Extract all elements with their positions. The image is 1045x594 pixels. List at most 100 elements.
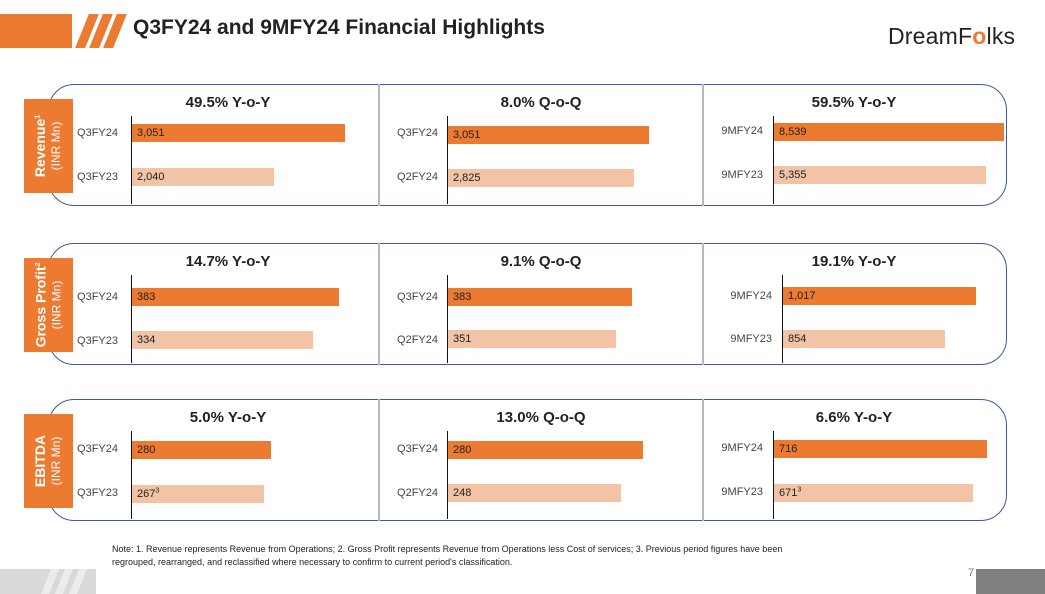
category-label: Q3FY24 [77, 127, 118, 139]
bar-value-label: 383 [137, 288, 155, 306]
bar-previous [448, 330, 617, 348]
bar-axis [447, 431, 448, 519]
growth-heading: 13.0% Q-o-Q [496, 409, 586, 426]
bar-value: 280 [137, 444, 156, 456]
growth-heading: 6.6% Y-o-Y [815, 409, 893, 426]
bar-value: 2,040 [137, 171, 165, 183]
growth-heading: 5.0% Y-o-Y [189, 409, 267, 426]
bar-value: 3,051 [137, 127, 165, 139]
bar-previous [448, 484, 621, 502]
panel-divider [702, 84, 704, 206]
bar-value-label: 351 [453, 330, 471, 348]
bar-value-label: 5,355 [779, 166, 807, 184]
bar-value-label: 334 [137, 331, 155, 349]
bar-axis [773, 116, 774, 204]
category-label: 9MFY24 [721, 125, 763, 137]
bar-previous [132, 331, 313, 349]
category-label: Q3FY23 [77, 335, 118, 347]
growth-heading: 59.5% Y-o-Y [811, 94, 897, 111]
row-label-title: Gross Profit [32, 266, 49, 348]
logo-dot: o [972, 23, 987, 49]
growth-heading: 14.7% Y-o-Y [185, 253, 271, 270]
bar-value: 671 [779, 487, 798, 499]
bar-axis [131, 275, 132, 363]
bar-value: 280 [453, 444, 472, 456]
bar-axis [782, 275, 783, 363]
bar-current [448, 288, 632, 306]
chart-panel: 5.0% Y-o-Y Q3FY24 Q3FY23 280 2673 [77, 397, 378, 523]
gross-profit-row: Gross Profit2 (INR Mn) 14.7% Y-o-Y Q3FY2… [24, 241, 1009, 369]
chart-panel: 19.1% Y-o-Y 9MFY24 9MFY23 1,017 854 [704, 241, 1004, 367]
bar-value: 351 [453, 333, 472, 345]
bar-value: 2,825 [453, 172, 481, 184]
page-title: Q3FY24 and 9MFY24 Financial Highlights [133, 16, 545, 39]
footnote-line: Note: 1. Revenue represents Revenue from… [112, 544, 783, 554]
chart-panel: 59.5% Y-o-Y 9MFY24 9MFY23 8,539 5,355 [704, 82, 1004, 208]
growth-heading: 9.1% Q-o-Q [500, 253, 582, 270]
bar-value: 8,539 [779, 126, 807, 138]
bar-value-label: 2673 [137, 485, 159, 503]
category-label: Q3FY24 [77, 443, 118, 455]
row-label-title: Revenue [32, 118, 49, 178]
panel-divider [378, 84, 380, 206]
page-number: 7 [968, 567, 975, 579]
bar-value: 383 [137, 291, 156, 303]
bar-axis [131, 116, 132, 204]
bar-value-footnote: 3 [797, 486, 802, 494]
chart-panel: 13.0% Q-o-Q Q3FY24 Q2FY24 280 248 [380, 397, 702, 523]
category-label: Q3FY24 [77, 291, 118, 303]
bar-previous [132, 168, 275, 186]
bar-current [448, 126, 649, 144]
category-label: Q3FY24 [397, 443, 438, 455]
bar-previous [132, 485, 265, 503]
growth-heading: 49.5% Y-o-Y [185, 94, 271, 111]
bar-current [774, 123, 1004, 141]
category-label: Q3FY23 [77, 171, 118, 183]
bar-value-label: 280 [137, 441, 155, 459]
bar-previous [774, 166, 987, 184]
chart-panel: 49.5% Y-o-Y Q3FY24 Q3FY23 3,051 2,040 [77, 82, 378, 208]
bar-value-label: 716 [779, 440, 797, 458]
category-label: 9MFY23 [721, 169, 763, 181]
panel-divider [378, 399, 380, 521]
chart-panel: 14.7% Y-o-Y Q3FY24 Q3FY23 383 334 [77, 241, 378, 367]
panel-divider [702, 399, 704, 521]
growth-heading: 19.1% Y-o-Y [811, 253, 897, 270]
footnote-line: regrouped, rearranged, and reclassified … [112, 557, 513, 567]
category-label: Q3FY24 [397, 127, 438, 139]
bar-value-label: 8,539 [779, 123, 807, 141]
growth-heading: 8.0% Q-o-Q [500, 94, 582, 111]
bar-axis [131, 431, 132, 519]
row-label-title: EBITDA [32, 434, 49, 488]
bar-value: 3,051 [453, 129, 481, 141]
bar-previous [783, 330, 946, 348]
bar-current [132, 124, 345, 142]
bar-value: 248 [453, 487, 472, 499]
row-label-revenue: Revenue1 (INR Mn) [24, 99, 73, 193]
row-label-unit: (INR Mn) [49, 121, 64, 171]
bar-value-label: 3,051 [137, 124, 165, 142]
bar-value-label: 2,040 [137, 168, 165, 186]
bar-axis [447, 116, 448, 204]
bar-previous [774, 484, 974, 502]
category-label: Q3FY23 [77, 487, 118, 499]
category-label: 9MFY23 [721, 486, 763, 498]
bar-value-label: 854 [788, 330, 806, 348]
revenue-row: Revenue1 (INR Mn) 49.5% Y-o-Y Q3FY24 Q3F… [24, 82, 1009, 210]
bar-value-label: 248 [453, 484, 471, 502]
chart-panel: 6.6% Y-o-Y 9MFY24 9MFY23 716 6713 [704, 397, 1004, 523]
chart-panel: 9.1% Q-o-Q Q3FY24 Q2FY24 383 351 [380, 241, 702, 367]
bar-value-label: 383 [453, 288, 471, 306]
bar-axis [447, 275, 448, 363]
header-accent-block [0, 14, 72, 48]
bar-value: 854 [788, 333, 807, 345]
footer-content-area [96, 569, 976, 594]
category-label: Q2FY24 [397, 487, 438, 499]
bar-value-label: 1,017 [788, 287, 816, 305]
bar-value: 5,355 [779, 169, 807, 181]
row-label-footnote: 2 [34, 262, 42, 267]
row-label-ebitda: EBITDA (INR Mn) [24, 414, 73, 508]
category-label: 9MFY24 [730, 290, 772, 302]
panel-divider [378, 243, 380, 365]
